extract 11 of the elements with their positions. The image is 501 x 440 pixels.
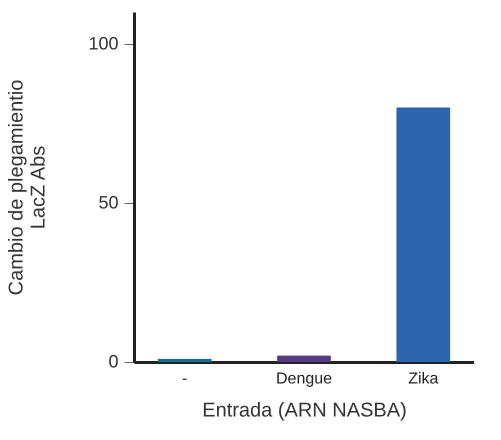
x-axis-title: Entrada (ARN NASBA) bbox=[202, 400, 407, 422]
x-tick-label: - bbox=[182, 370, 188, 388]
y-tick-label: 50 bbox=[98, 192, 118, 212]
y-tick-label: 0 bbox=[108, 352, 118, 372]
x-tick-label: Zika bbox=[408, 370, 439, 388]
y-tick-label: 100 bbox=[88, 33, 118, 54]
y-axis-title: Cambio de plegamientio LacZ Abs bbox=[5, 80, 50, 296]
bar bbox=[158, 358, 212, 362]
bar bbox=[396, 107, 450, 362]
bar bbox=[277, 356, 331, 362]
x-tick-label: Dengue bbox=[276, 370, 332, 388]
